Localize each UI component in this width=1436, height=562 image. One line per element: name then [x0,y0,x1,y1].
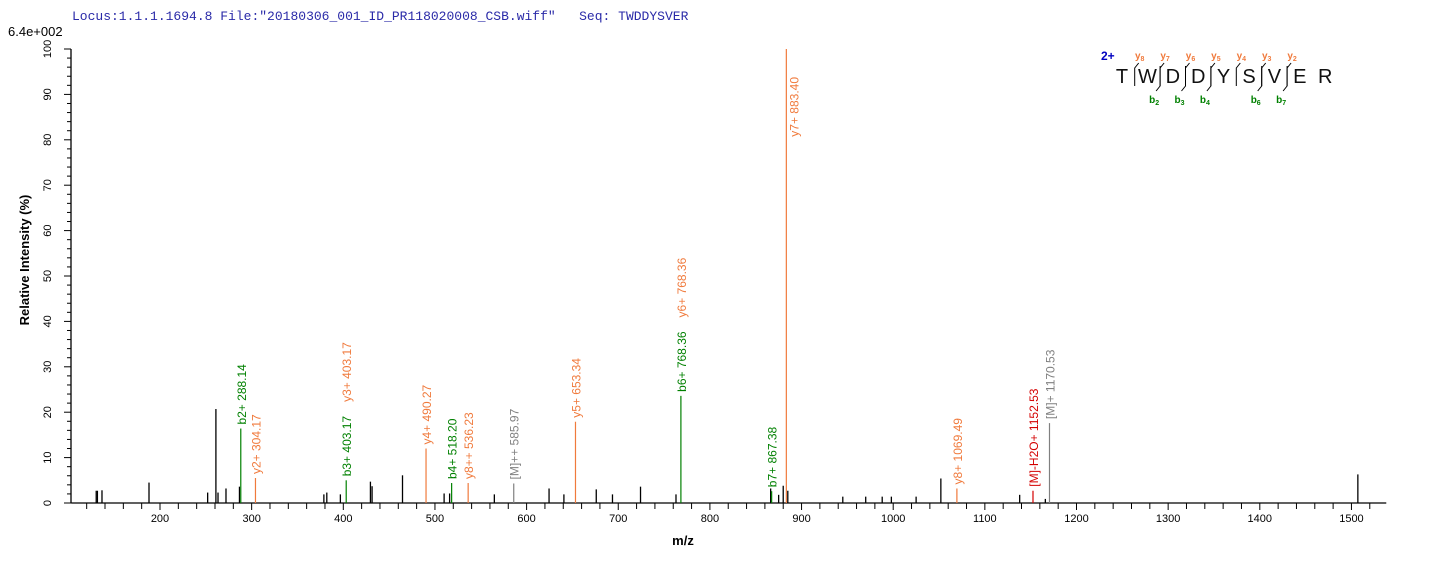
x-tick-label: 500 [426,513,444,525]
b-cleavage-marker [1155,66,1161,92]
max-intensity-label: 6.4e+002 [8,24,63,39]
y-cleavage-marker [1134,62,1140,86]
y-tick-label: 10 [42,451,54,463]
y-cleavage-marker [1210,62,1216,86]
y-tick-label: 40 [42,315,54,327]
x-tick-label: 300 [242,513,260,525]
file-text: File:"20180306_001_ID_PR118020008_CSB.wi… [220,9,556,24]
x-tick-label: 1100 [973,513,997,525]
b-ion-label: b2 [1149,95,1159,107]
sequence-residue: D [1191,66,1205,88]
x-axis-title: m/z [672,533,694,548]
x-tick-label: 200 [151,513,169,525]
x-tick-label: 400 [334,513,352,525]
seq-text: TWDDYSVER [618,9,689,24]
locus-text: Locus:1.1.1.1694.8 [72,9,213,24]
b-cleavage-marker [1257,66,1263,92]
y-tick-label: 90 [42,88,54,100]
y-cleavage-marker [1185,62,1190,86]
peak-label: y6+ 768.36 [675,257,689,317]
x-tick-label: 1500 [1339,513,1363,525]
peak-label: y5+ 653.34 [569,358,583,418]
spectrum-header: Locus:1.1.1.1694.8 File:"20180306_001_ID… [72,9,688,24]
peak-label: b4+ 518.20 [446,418,460,479]
sequence-residue: R [1318,66,1332,88]
x-tick-label: 1200 [1064,513,1088,525]
y-ion-label: y6 [1186,51,1196,63]
sequence-residue: E [1293,66,1306,88]
x-tick-label: 1300 [1156,513,1180,525]
peak-label: y4+ 490.27 [420,384,434,444]
sequence-residue: S [1242,66,1255,88]
peak-label: [M]-H2O+ 1152.53 [1027,388,1041,486]
y-tick-label: 0 [42,500,54,506]
peak-label: y7+ 883.40 [787,77,801,137]
peak-label: b3+ 403.17 [340,416,354,477]
x-tick-label: 1400 [1248,513,1272,525]
charge-state: 2+ [1101,49,1115,63]
peak-label: y8+ 1069.49 [951,418,965,485]
x-tick-label: 600 [517,513,535,525]
peak-label: y3+ 403.17 [340,342,354,402]
x-tick-label: 1000 [881,513,905,525]
y-tick-label: 50 [42,270,54,282]
y-ion-label: y8 [1135,51,1145,63]
y-tick-label: 30 [42,361,54,373]
x-tick-label: 900 [792,513,810,525]
seq-label: Seq: [579,9,611,24]
x-tick-label: 700 [609,513,627,525]
b-ion-label: b3 [1174,95,1184,107]
y-tick-label: 100 [42,40,54,58]
peak-label: y8++ 536.23 [462,412,476,479]
y-cleavage-marker [1159,62,1165,86]
y-tick-label: 60 [42,224,54,236]
b-cleavage-marker [1206,66,1212,92]
sequence-residue: W [1138,66,1157,88]
x-tick-label: 800 [701,513,719,525]
b-ion-label: b4 [1200,95,1210,107]
sequence-residue: Y [1217,66,1230,88]
peak-label: [M]++ 585.97 [508,408,522,479]
y-ion-label: y4 [1237,51,1247,63]
y-cleavage-marker [1235,62,1241,86]
peak-label: b6+ 768.36 [675,331,689,392]
y-tick-label: 70 [42,179,54,191]
y-axis-title: Relative Intensity (%) [17,195,32,326]
peak-label: y2+ 304.17 [249,414,263,474]
y-cleavage-marker [1286,62,1292,86]
sequence-residue: V [1268,66,1282,88]
peak-label: b7+ 867.38 [766,426,780,487]
y-tick-label: 80 [42,134,54,146]
y-ion-label: y2 [1287,51,1297,63]
b-cleavage-marker [1181,66,1186,92]
sequence-residue: D [1166,66,1180,88]
y-tick-label: 20 [42,406,54,418]
y-cleavage-marker [1261,62,1267,86]
b-ion-label: b6 [1251,95,1261,107]
y-ion-label: y7 [1160,51,1170,63]
peak-label: b2+ 288.14 [235,364,249,425]
peak-label: [M]+ 1170.53 [1043,349,1057,419]
y-ion-label: y3 [1262,51,1272,63]
b-cleavage-marker [1282,66,1288,92]
y-ion-label: y5 [1211,51,1221,63]
b-ion-label: b7 [1276,95,1286,107]
sequence-residue: T [1116,66,1128,88]
